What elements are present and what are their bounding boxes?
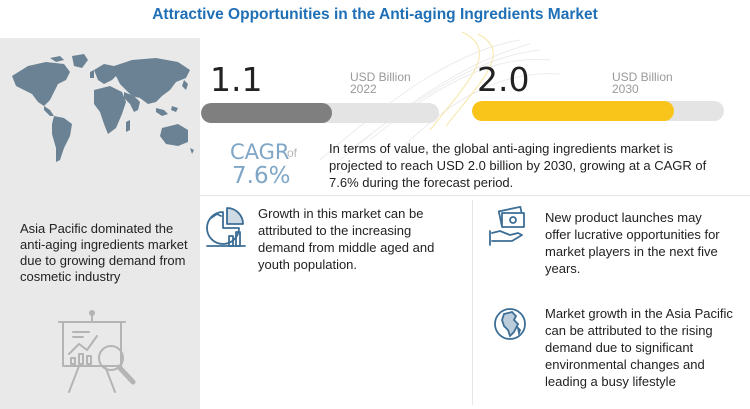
insight-growth-text: Growth in this market can be attributed …	[258, 206, 435, 272]
market-bar-fill-2030	[472, 101, 674, 121]
market-bar-fill-2022	[201, 103, 332, 123]
vertical-divider	[472, 200, 473, 405]
insight-asia-pacific-text: Market growth in the Asia Pacific can be…	[545, 306, 733, 389]
left-panel: Asia Pacific dominated the anti-aging in…	[0, 38, 200, 409]
cagr-label: CAGR	[230, 140, 290, 164]
money-hand-icon	[489, 205, 525, 246]
market-bar-2030	[472, 101, 724, 121]
insight-product-launch-text: New product launches may offer lucrative…	[545, 210, 720, 276]
cagr-value: 7.6%	[232, 163, 291, 189]
globe-africa-icon	[494, 308, 526, 340]
page-title: Attractive Opportunities in the Anti-agi…	[152, 6, 598, 23]
market-bar-2022	[201, 103, 439, 123]
world-map-icon	[12, 54, 194, 162]
decorative-lines	[319, 31, 561, 161]
market-year-2030: 2030	[612, 82, 639, 96]
growth-chart-icon	[206, 207, 246, 247]
market-unit-2022: USD Billion	[350, 70, 411, 84]
asia-pacific-summary: Asia Pacific dominated the anti-aging in…	[20, 221, 188, 284]
cagr-of: of	[287, 146, 298, 160]
market-value-2030: 2.0	[477, 60, 530, 99]
market-year-2022: 2022	[350, 82, 377, 96]
horizontal-divider	[200, 195, 750, 196]
cagr-description: In terms of value, the global anti-aging…	[329, 141, 707, 190]
analysis-chart-magnifier-icon	[58, 310, 136, 393]
market-value-2022: 1.1	[210, 60, 263, 99]
market-unit-2030: USD Billion	[612, 70, 673, 84]
